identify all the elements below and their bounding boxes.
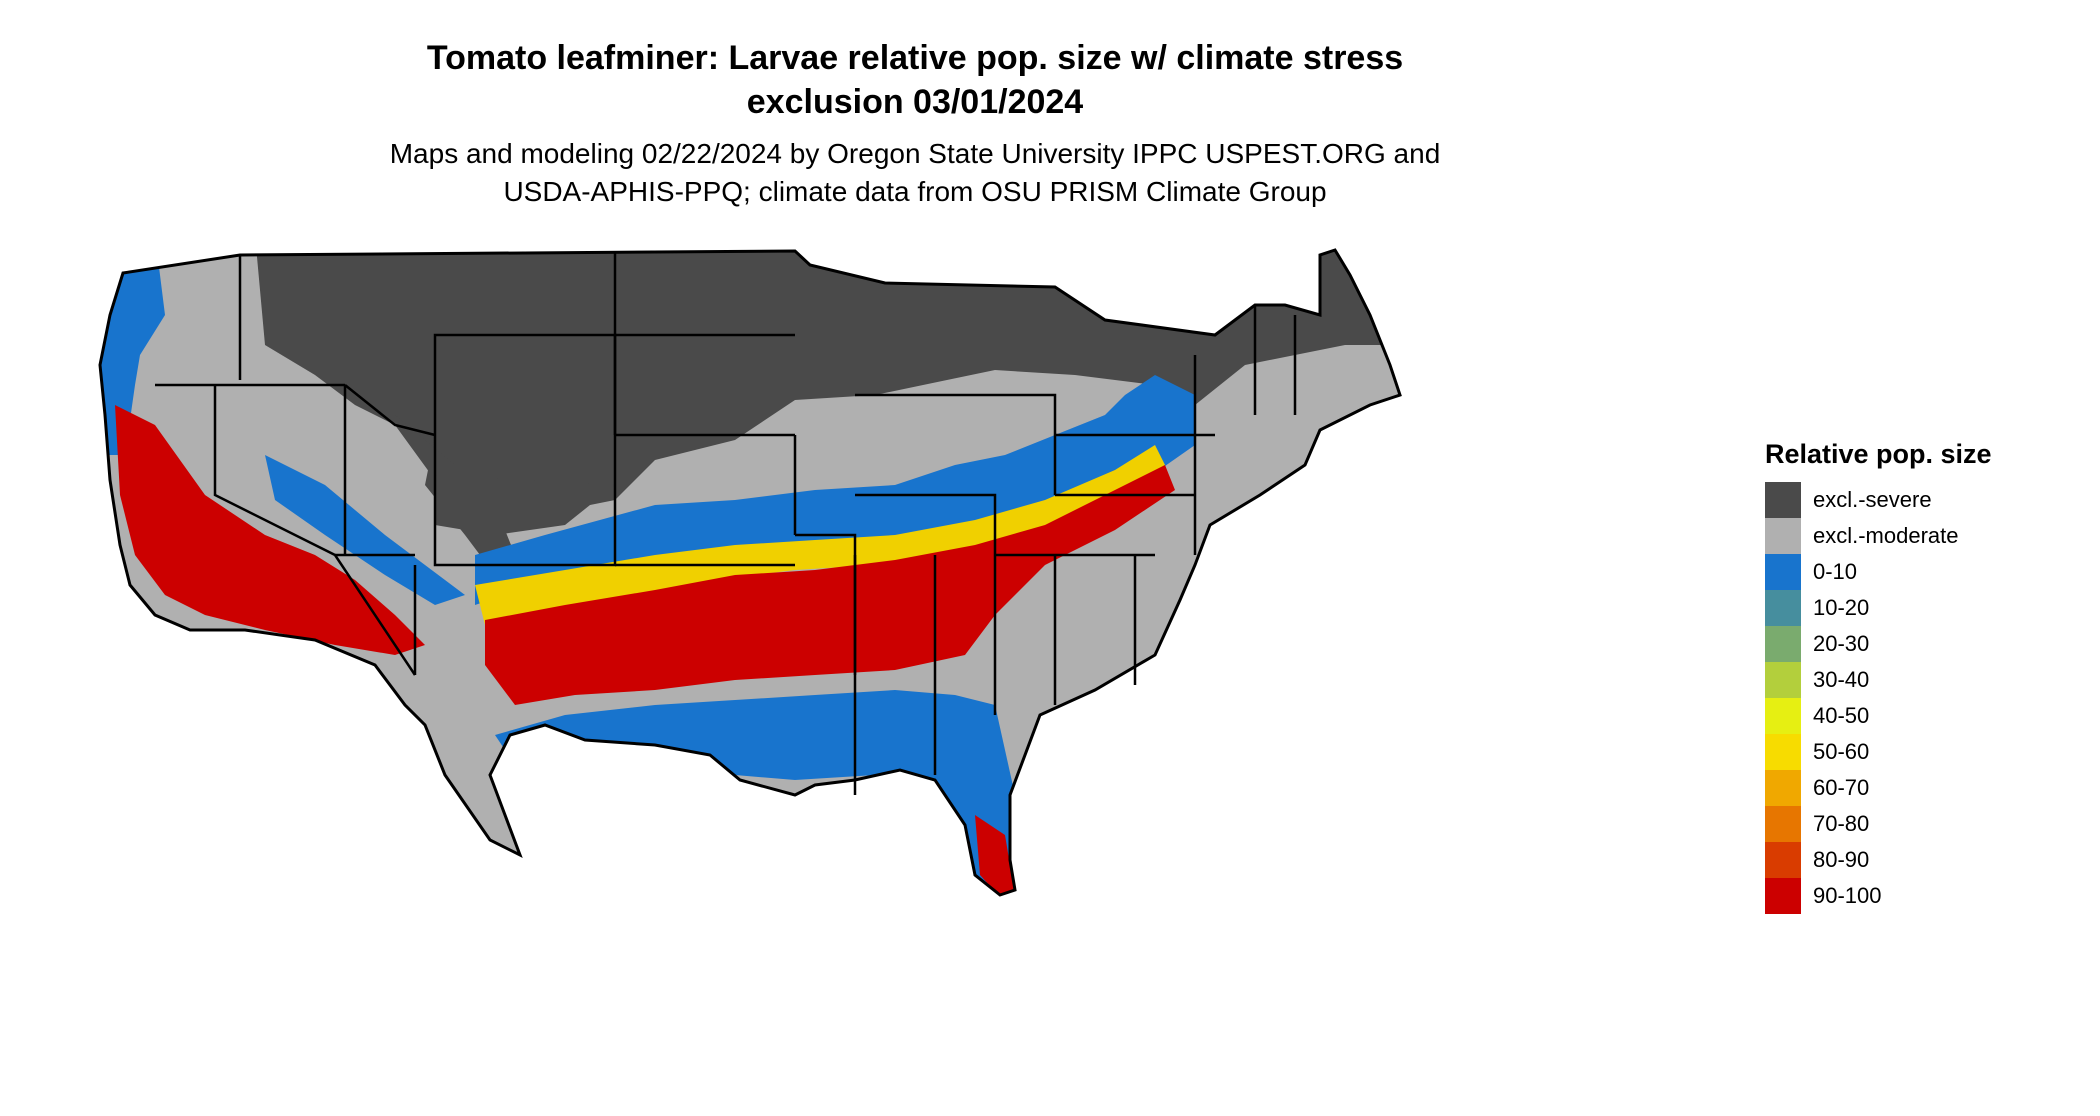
legend-item: 70-80 bbox=[1765, 806, 1992, 842]
us-outline bbox=[98, 248, 1402, 897]
legend-item: excl.-moderate bbox=[1765, 518, 1992, 554]
legend-item: 20-30 bbox=[1765, 626, 1992, 662]
legend-item: 80-90 bbox=[1765, 842, 1992, 878]
state-boundaries bbox=[155, 251, 1297, 795]
legend-label: 60-70 bbox=[1813, 775, 1870, 800]
legend-item: 60-70 bbox=[1765, 770, 1992, 806]
legend-label: 20-30 bbox=[1813, 631, 1870, 656]
zone-90-100-south bbox=[485, 465, 1175, 705]
legend-label: 70-80 bbox=[1813, 811, 1870, 836]
legend-swatch bbox=[1765, 698, 1801, 734]
legend-item: 10-20 bbox=[1765, 590, 1992, 626]
legend-item: 50-60 bbox=[1765, 734, 1992, 770]
legend-item: 90-100 bbox=[1765, 878, 1992, 914]
legend-swatch bbox=[1765, 770, 1801, 806]
legend-label: 80-90 bbox=[1813, 847, 1870, 872]
legend-swatch bbox=[1765, 518, 1801, 554]
map-title-line-1: Tomato leafminer: Larvae relative pop. s… bbox=[426, 39, 1404, 77]
zone-excl-severe-colorado bbox=[435, 475, 615, 535]
legend: Relative pop. size excl.-severe excl.-mod… bbox=[1765, 436, 1992, 914]
legend-items: excl.-severe excl.-moderate 0-10 10-20 20-30… bbox=[1765, 482, 1992, 914]
legend-label: 40-50 bbox=[1813, 703, 1870, 728]
zone-90-100-florida bbox=[975, 815, 1015, 895]
zone-90-100-southwest bbox=[115, 405, 425, 655]
legend-swatch bbox=[1765, 554, 1801, 590]
legend-label: excl.-severe bbox=[1813, 487, 1932, 512]
legend-swatch bbox=[1765, 590, 1801, 626]
legend-swatch bbox=[1765, 878, 1801, 914]
legend-swatch bbox=[1765, 662, 1801, 698]
legend-label: 0-10 bbox=[1813, 559, 1858, 584]
legend-title: Relative pop. size bbox=[1765, 439, 1992, 469]
legend-swatch bbox=[1765, 482, 1801, 518]
legend-label: excl.-moderate bbox=[1813, 523, 1959, 548]
legend-item: 0-10 bbox=[1765, 554, 1992, 590]
legend-label: 50-60 bbox=[1813, 739, 1870, 764]
legend-swatch bbox=[1765, 734, 1801, 770]
legend-swatch bbox=[1765, 806, 1801, 842]
map-subtitle-line-2: USDA-APHIS-PPQ; climate data from OSU PR… bbox=[503, 176, 1327, 207]
map-subtitle-line-1: Maps and modeling 02/22/2024 by Oregon S… bbox=[389, 138, 1441, 169]
zone-40-60-transition bbox=[475, 445, 1165, 625]
legend-swatch bbox=[1765, 626, 1801, 662]
us-population-map bbox=[98, 248, 1402, 897]
legend-swatch bbox=[1765, 842, 1801, 878]
legend-item: 30-40 bbox=[1765, 662, 1992, 698]
legend-label: 90-100 bbox=[1813, 883, 1882, 908]
legend-label: 30-40 bbox=[1813, 667, 1870, 692]
legend-item: 40-50 bbox=[1765, 698, 1992, 734]
legend-item: excl.-severe bbox=[1765, 482, 1992, 518]
legend-label: 10-20 bbox=[1813, 595, 1870, 620]
zone-0-10-gulf-coast bbox=[495, 690, 1015, 895]
zone-0-10-south-band bbox=[475, 375, 1195, 605]
map-title-line-2: exclusion 03/01/2024 bbox=[746, 83, 1084, 121]
